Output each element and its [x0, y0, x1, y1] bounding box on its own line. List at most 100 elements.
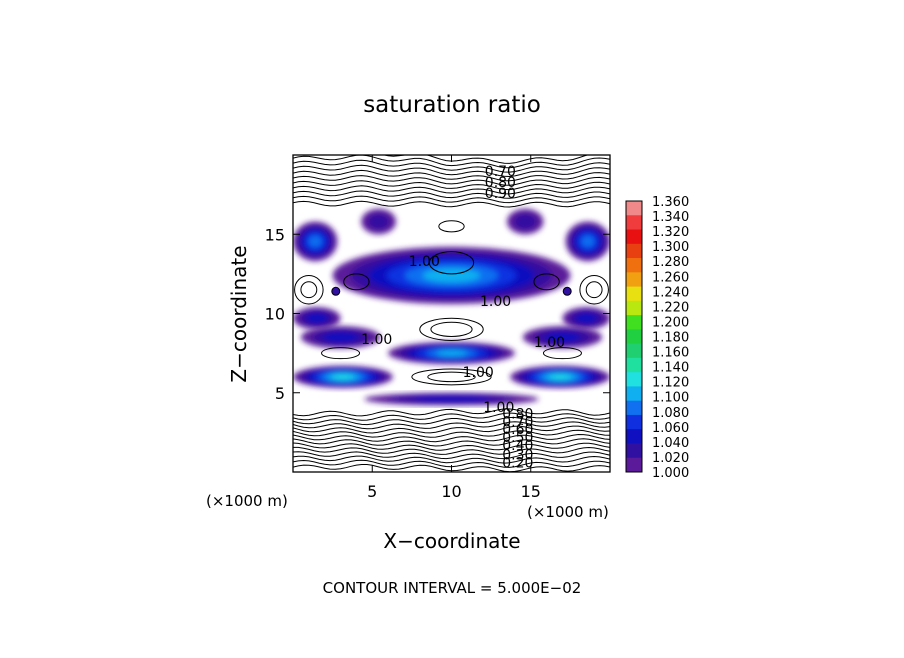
saturation-band	[293, 221, 338, 262]
contour-line	[293, 180, 610, 191]
colorbar-label: 1.120	[652, 376, 689, 391]
colorbar-label: 1.200	[652, 315, 689, 330]
contour-ring	[300, 281, 318, 299]
colorbar-swatch	[626, 300, 642, 316]
colorbar-label: 1.300	[652, 240, 689, 255]
colorbar-label: 1.320	[652, 225, 689, 240]
contour-ring	[419, 317, 484, 341]
colorbar-label: 1.060	[652, 421, 689, 436]
contour-interval-footer: CONTOUR INTERVAL = 5.000E−02	[323, 579, 582, 597]
contour-ring	[428, 251, 475, 275]
band-level	[544, 332, 581, 343]
contour-line	[293, 155, 610, 169]
colorbar-label: 1.180	[652, 331, 689, 346]
contour-line	[293, 185, 610, 195]
contour-line	[293, 433, 610, 443]
colorbar-swatch	[626, 429, 642, 444]
saturation-band	[522, 326, 603, 349]
contour-label: 1.00	[463, 365, 494, 381]
contour-line	[293, 429, 610, 438]
contour-label: 0.50	[502, 430, 533, 446]
contour-ring	[438, 220, 465, 233]
saturation-band	[332, 246, 571, 304]
chart-title: saturation ratio	[363, 92, 541, 118]
band-level	[332, 374, 354, 380]
colorbar-swatch	[626, 229, 642, 245]
contour-label: 1.00	[480, 294, 511, 310]
colorbar-label: 1.280	[652, 255, 689, 270]
band-level	[575, 313, 597, 324]
saturation-band	[364, 392, 539, 406]
contour-spot	[331, 286, 341, 296]
contour-line	[293, 190, 610, 199]
x-tick-label: 15	[521, 482, 541, 501]
contour-label: 1.00	[361, 332, 392, 348]
colorbar-swatch	[626, 457, 642, 473]
contour-label: 1.00	[483, 400, 514, 416]
contour-ring	[542, 347, 582, 360]
contour-ring	[427, 371, 476, 383]
contour-lines	[293, 155, 610, 472]
colorbar-label: 1.240	[652, 285, 689, 300]
contour-line	[293, 412, 610, 421]
y-tick-label: 5	[275, 384, 285, 403]
band-level	[367, 213, 390, 230]
band-level	[306, 313, 328, 324]
band-level	[308, 235, 322, 248]
contour-label: 0.60	[502, 422, 533, 438]
contour-label: 0.70	[502, 414, 533, 430]
contour-ring	[343, 273, 370, 291]
band-level	[513, 213, 537, 230]
saturation-band	[361, 208, 397, 235]
saturation-band	[562, 307, 610, 330]
contour-line	[293, 442, 610, 451]
colorbar-swatch	[626, 201, 642, 216]
saturation-band	[300, 326, 381, 349]
contour-label: 1.00	[409, 254, 440, 270]
contour-label: 0.30	[502, 448, 533, 464]
y-axis-label: Z−coordinate	[227, 245, 251, 382]
contour-label: 0.80	[485, 175, 516, 191]
contour-line	[293, 159, 610, 173]
contour-line	[293, 408, 610, 417]
colorbar: 1.3601.3401.3201.3001.2801.2601.2401.220…	[625, 195, 689, 481]
contour-line	[293, 417, 610, 426]
colorbar-frame	[625, 200, 643, 473]
colorbar-label: 1.140	[652, 361, 689, 376]
contour-ring	[411, 368, 492, 386]
y-unit-label: (×1000 m)	[206, 492, 288, 510]
colorbar-swatch	[626, 386, 642, 402]
colorbar-swatch	[626, 243, 642, 259]
colorbar-label: 1.160	[652, 346, 689, 361]
colorbar-label: 1.260	[652, 270, 689, 285]
contour-ring	[430, 321, 473, 337]
colorbar-swatch	[626, 272, 642, 288]
contour-line	[293, 455, 610, 464]
contour-label: 0.80	[502, 406, 533, 422]
x-tick-label: 5	[367, 482, 377, 501]
colorbar-swatch	[626, 343, 642, 359]
contour-line	[293, 446, 610, 455]
contour-label: 0.40	[502, 438, 533, 454]
contour-line	[293, 195, 610, 204]
plot-area: 0.700.800.901.001.001.00 1.001.001.000.80…	[293, 155, 610, 472]
contour-ring	[294, 274, 324, 305]
contour-ring	[579, 274, 609, 305]
contour-ring	[585, 281, 603, 299]
colorbar-label: 1.360	[652, 195, 689, 210]
colorbar-label: 1.100	[652, 391, 689, 406]
contour-label: 0.70	[485, 164, 516, 180]
colorbar-swatch	[626, 315, 642, 330]
colorbar-swatch	[626, 258, 642, 273]
colorbar-swatch	[626, 286, 642, 302]
colorbar-label: 1.040	[652, 436, 689, 451]
contour-ring	[321, 347, 361, 360]
contour-line	[293, 421, 610, 430]
contour-labels: 0.700.800.901.001.001.00 1.001.001.000.80…	[361, 164, 565, 472]
contour-line	[293, 425, 610, 434]
saturation-band	[510, 365, 610, 388]
contour-line	[293, 438, 610, 447]
contour-line	[293, 175, 610, 186]
